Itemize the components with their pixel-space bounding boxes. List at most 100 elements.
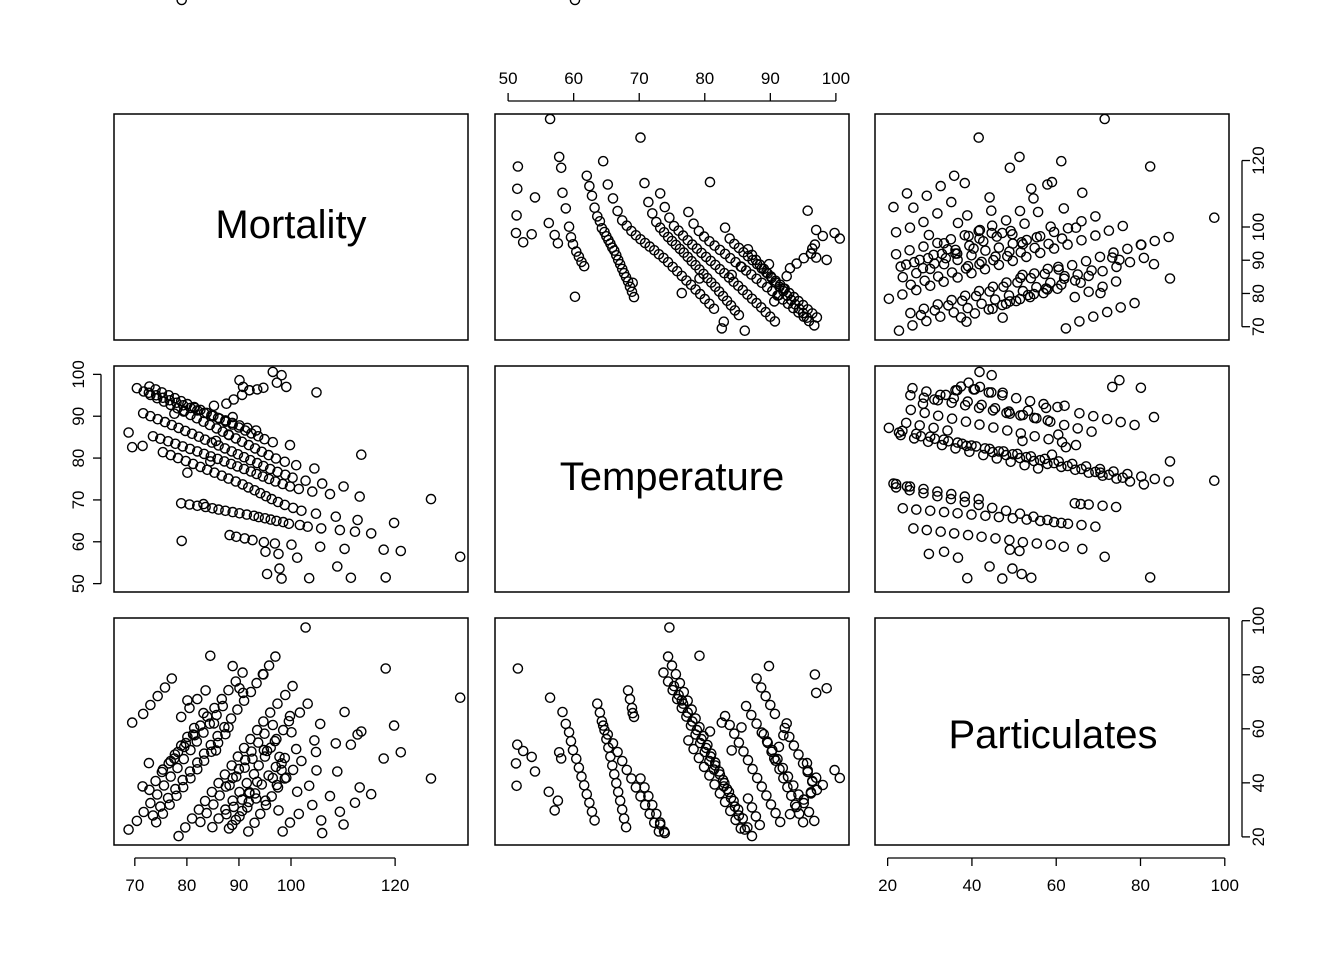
data-point — [378, 544, 390, 556]
data-point — [696, 733, 707, 745]
data-point — [935, 311, 946, 323]
data-point — [242, 482, 254, 493]
data-point — [966, 509, 977, 520]
data-point — [1024, 395, 1036, 407]
data-point — [241, 777, 253, 789]
data-point — [137, 440, 148, 452]
data-point — [169, 392, 181, 404]
data-point — [751, 772, 763, 784]
data-point — [751, 718, 762, 730]
data-point — [932, 490, 943, 502]
data-point — [228, 801, 239, 813]
data-point — [137, 407, 149, 419]
data-point — [1017, 269, 1028, 281]
panel-mortality-vs-particulates — [874, 113, 1230, 341]
data-point — [284, 710, 296, 722]
data-point — [284, 439, 296, 451]
data-point — [349, 526, 361, 538]
data-point — [765, 699, 776, 711]
data-point — [1034, 247, 1046, 259]
panel-temperature-vs-mortality — [113, 365, 469, 593]
data-point — [555, 162, 567, 174]
data-point — [1015, 410, 1026, 421]
data-point — [1045, 539, 1056, 551]
data-point — [682, 707, 694, 718]
data-point — [946, 397, 958, 409]
y-tick-label-mortality: 100 — [1249, 213, 1268, 241]
data-point — [156, 387, 168, 398]
data-point — [962, 572, 973, 584]
data-point — [761, 790, 772, 801]
data-point — [272, 698, 283, 710]
data-point — [177, 774, 188, 786]
data-point — [923, 229, 935, 241]
data-point — [738, 746, 749, 757]
data-point — [1015, 246, 1027, 258]
diag-label-particulates: Particulates — [949, 713, 1158, 757]
data-point — [698, 761, 710, 773]
data-point — [287, 680, 298, 692]
data-point — [924, 431, 936, 443]
data-point — [781, 718, 793, 729]
data-point — [935, 526, 947, 538]
data-point — [904, 481, 916, 492]
data-point — [259, 751, 271, 762]
data-point — [769, 296, 780, 307]
data-point — [788, 780, 799, 791]
data-point — [1086, 426, 1097, 438]
data-point — [1022, 289, 1034, 301]
data-point — [932, 271, 944, 282]
data-point — [770, 807, 781, 819]
data-point — [260, 490, 272, 502]
data-point — [952, 552, 964, 564]
x-tick-label-particulates: 40 — [962, 876, 981, 895]
data-point — [809, 815, 820, 827]
data-point — [968, 384, 979, 395]
data-point — [138, 806, 149, 818]
data-point — [940, 389, 952, 401]
data-point — [1077, 543, 1088, 555]
data-point — [791, 258, 802, 269]
data-point — [802, 765, 814, 776]
data-point — [1164, 273, 1176, 284]
data-point — [1209, 475, 1220, 487]
data-point — [1056, 517, 1067, 529]
data-point — [919, 275, 931, 287]
data-point — [279, 689, 291, 701]
data-point — [316, 827, 328, 839]
data-point — [726, 269, 738, 281]
data-point — [700, 742, 712, 754]
data-point — [984, 192, 995, 203]
data-point — [179, 822, 191, 833]
data-point — [1000, 215, 1012, 226]
x-tick-label-mortality: 70 — [125, 876, 144, 895]
data-point — [676, 695, 688, 706]
data-point — [145, 410, 156, 422]
data-point — [214, 790, 225, 801]
data-point — [991, 453, 1003, 464]
data-point — [950, 248, 961, 259]
data-point — [932, 237, 943, 249]
data-point — [182, 731, 193, 743]
data-point — [589, 815, 600, 826]
data-point — [974, 233, 985, 244]
data-point — [204, 456, 216, 467]
y-tick-label-temperature: 80 — [69, 449, 88, 468]
panel-particulates-vs-temperature — [494, 617, 850, 846]
y-tick-label-temperature: 70 — [69, 490, 88, 509]
data-point — [1101, 306, 1113, 318]
data-point — [557, 187, 568, 199]
data-point — [704, 176, 716, 188]
data-point — [294, 519, 306, 531]
data-point — [169, 753, 180, 764]
data-point — [258, 460, 269, 472]
data-point — [126, 441, 138, 453]
data-point — [191, 764, 203, 775]
data-point — [345, 572, 357, 584]
data-point — [1029, 412, 1040, 424]
data-point — [670, 668, 682, 680]
y-tick-label-temperature: 100 — [69, 360, 88, 388]
data-point — [1076, 519, 1087, 531]
data-point — [735, 823, 747, 834]
data-point — [1019, 218, 1030, 229]
